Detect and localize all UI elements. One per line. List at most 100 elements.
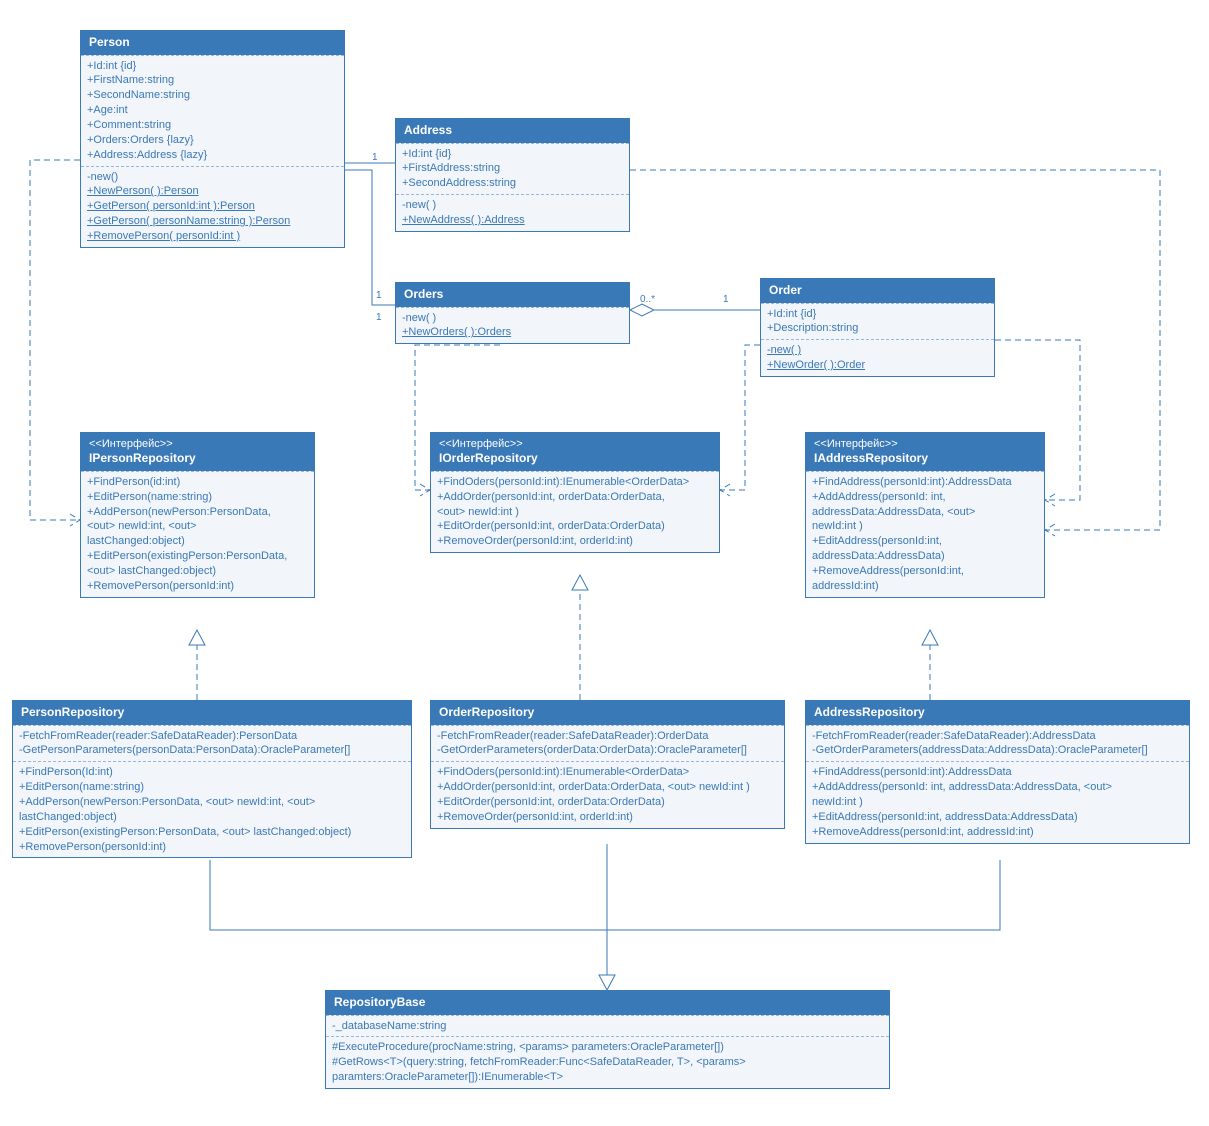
- operation-row: +RemovePerson(personId:int): [19, 840, 405, 855]
- operation-row: #ExecuteProcedure(procName:string, <para…: [332, 1040, 883, 1055]
- attributes-section: +Id:int {id}+FirstName:string+SecondName…: [81, 55, 344, 166]
- operation-row: -new(): [87, 170, 338, 185]
- operation-row: +NewOrders( ):Orders: [402, 325, 623, 340]
- operation-row: +FindAddress(personId:int):AddressData: [812, 765, 1183, 780]
- class-title: Orders: [396, 283, 629, 307]
- operations-section: -new( )+NewOrder( ):Order: [761, 339, 994, 376]
- operation-row: #GetRows<T>(query:string, fetchFromReade…: [332, 1055, 883, 1070]
- attribute-row: -_databaseName:string: [332, 1019, 883, 1034]
- operations-section: +FindPerson(Id:int)+EditPerson(name:stri…: [13, 761, 411, 857]
- operation-row: +FindPerson(Id:int): [19, 765, 405, 780]
- operation-row: -new( ): [402, 198, 623, 213]
- attribute-row: -GetPersonParameters(personData:PersonDa…: [19, 743, 405, 758]
- attribute-row: -FetchFromReader(reader:SafeDataReader):…: [19, 729, 405, 744]
- attribute-row: newId:int ): [812, 519, 1038, 534]
- attribute-row: +FirstName:string: [87, 73, 338, 88]
- operation-row: +AddAddress(personId: int, addressData:A…: [812, 780, 1183, 795]
- attribute-row: addressId:int): [812, 579, 1038, 594]
- attribute-row: -FetchFromReader(reader:SafeDataReader):…: [437, 729, 778, 744]
- class-order-repository: OrderRepository -FetchFromReader(reader:S…: [430, 700, 785, 829]
- class-name: Orders: [404, 287, 621, 303]
- attribute-row: +Id:int {id}: [87, 59, 338, 74]
- attribute-row: -FetchFromReader(reader:SafeDataReader):…: [812, 729, 1183, 744]
- attribute-row: +SecondAddress:string: [402, 176, 623, 191]
- attribute-row: +Comment:string: [87, 118, 338, 133]
- mult-orders-order-r: 1: [723, 294, 729, 305]
- attribute-row: <out> newId:int ): [437, 505, 713, 520]
- operations-section: #ExecuteProcedure(procName:string, <para…: [326, 1036, 889, 1088]
- attribute-row: lastChanged:object): [87, 534, 308, 549]
- class-name: Address: [404, 123, 621, 139]
- mult-person-address-r: 1: [372, 152, 378, 163]
- uml-canvas: 1 1 1 1 0..* 1 Person+Id:int {id}+FirstN…: [0, 0, 1209, 1126]
- attributes-section: -FetchFromReader(reader:SafeDataReader):…: [13, 725, 411, 762]
- class-title: <<Интерфейс>>IOrderRepository: [431, 433, 719, 471]
- class-address: Address +Id:int {id}+FirstAddress:string+…: [395, 118, 630, 232]
- class-order: Order +Id:int {id}+Description:string -new…: [760, 278, 995, 377]
- attribute-row: +Id:int {id}: [767, 307, 988, 322]
- operation-row: +NewOrder( ):Order: [767, 358, 988, 373]
- class-name: Order: [769, 283, 986, 299]
- operations-section: -new( )+NewOrders( ):Orders: [396, 307, 629, 344]
- attribute-row: +Description:string: [767, 321, 988, 336]
- attributes-section: +FindPerson(id:int)+EditPerson(name:stri…: [81, 471, 314, 597]
- attributes-section: +FindOders(personId:int):IEnumerable<Ord…: [431, 471, 719, 552]
- operations-section: -new( )+NewAddress( ):Address: [396, 194, 629, 231]
- mult-orders-order-l: 0..*: [640, 294, 655, 305]
- attribute-row: +FindPerson(id:int): [87, 475, 308, 490]
- operation-row: paramters:OracleParameter[]):IEnumerable…: [332, 1070, 883, 1085]
- class-title: <<Интерфейс>>IAddressRepository: [806, 433, 1044, 471]
- class-name: Person: [89, 35, 336, 51]
- class-name: PersonRepository: [21, 705, 403, 721]
- attribute-row: -GetOrderParameters(orderData:OrderData)…: [437, 743, 778, 758]
- mult-person-orders-l: 1: [376, 290, 382, 301]
- class-title: Address: [396, 119, 629, 143]
- mult-person-orders-r: 1: [376, 312, 382, 323]
- class-title: OrderRepository: [431, 701, 784, 725]
- class-person: Person +Id:int {id}+FirstName:string+Seco…: [80, 30, 345, 248]
- attribute-row: addressData:AddressData, <out>: [812, 505, 1038, 520]
- operations-section: -new()+NewPerson( ):Person+GetPerson( pe…: [81, 166, 344, 247]
- attributes-section: -_databaseName:string: [326, 1015, 889, 1037]
- attribute-row: +Age:int: [87, 103, 338, 118]
- operation-row: +RemoveOrder(personId:int, orderId:int): [437, 810, 778, 825]
- attribute-row: +EditOrder(personId:int, orderData:Order…: [437, 519, 713, 534]
- stereotype-label: <<Интерфейс>>: [439, 437, 711, 451]
- attribute-row: +RemovePerson(personId:int): [87, 579, 308, 594]
- interface-iorder-repo: <<Интерфейс>>IOrderRepository+FindOders(…: [430, 432, 720, 553]
- class-address-repository: AddressRepository-FetchFromReader(reader…: [805, 700, 1190, 844]
- operation-row: lastChanged:object): [19, 810, 405, 825]
- operation-row: newId:int ): [812, 795, 1183, 810]
- attribute-row: +RemoveOrder(personId:int, orderId:int): [437, 534, 713, 549]
- class-repository-base: RepositoryBase-_databaseName:string#Exec…: [325, 990, 890, 1089]
- operation-row: +EditPerson(existingPerson:PersonData, <…: [19, 825, 405, 840]
- attribute-row: +FirstAddress:string: [402, 161, 623, 176]
- attribute-row: +Address:Address {lazy}: [87, 148, 338, 163]
- attributes-section: +Id:int {id}+FirstAddress:string+SecondA…: [396, 143, 629, 195]
- class-name: IPersonRepository: [89, 451, 306, 467]
- operations-section: +FindOders(personId:int):IEnumerable<Ord…: [431, 761, 784, 827]
- operation-row: +EditOrder(personId:int, orderData:Order…: [437, 795, 778, 810]
- stereotype-label: <<Интерфейс>>: [814, 437, 1036, 451]
- operation-row: +NewAddress( ):Address: [402, 213, 623, 228]
- attribute-row: <out> lastChanged:object): [87, 564, 308, 579]
- operation-row: +FindOders(personId:int):IEnumerable<Ord…: [437, 765, 778, 780]
- class-name: OrderRepository: [439, 705, 776, 721]
- stereotype-label: <<Интерфейс>>: [89, 437, 306, 451]
- interface-iaddress-repo: <<Интерфейс>>IAddressRepository+FindAddr…: [805, 432, 1045, 598]
- attribute-row: -GetOrderParameters(addressData:AddressD…: [812, 743, 1183, 758]
- attribute-row: <out> newId:int, <out>: [87, 519, 308, 534]
- operation-row: +GetPerson( personId:int ):Person: [87, 199, 338, 214]
- class-title: Person: [81, 31, 344, 55]
- class-title: Order: [761, 279, 994, 303]
- attributes-section: -FetchFromReader(reader:SafeDataReader):…: [431, 725, 784, 762]
- attribute-row: +Orders:Orders {lazy}: [87, 133, 338, 148]
- operation-row: +GetPerson( personName:string ):Person: [87, 214, 338, 229]
- attribute-row: +AddOrder(personId:int, orderData:OrderD…: [437, 490, 713, 505]
- attribute-row: +EditAddress(personId:int,: [812, 534, 1038, 549]
- operation-row: +RemoveAddress(personId:int, addressId:i…: [812, 825, 1183, 840]
- attribute-row: +SecondName:string: [87, 88, 338, 103]
- operation-row: -new( ): [767, 343, 988, 358]
- operation-row: -new( ): [402, 311, 623, 326]
- class-person-repository: PersonRepository -FetchFromReader(reader:…: [12, 700, 412, 858]
